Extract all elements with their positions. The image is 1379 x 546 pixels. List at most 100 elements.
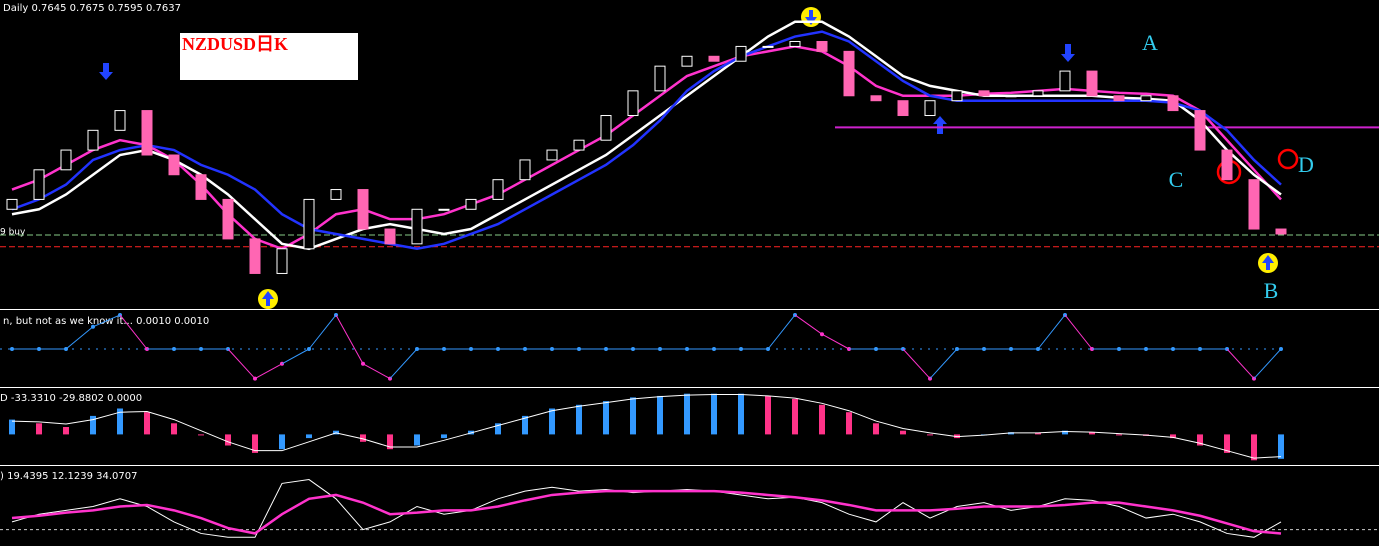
hist-bar (252, 434, 258, 453)
dot (1279, 347, 1283, 351)
hist-bar (225, 434, 231, 446)
candle (330, 189, 342, 200)
signal-arrow (805, 10, 817, 25)
ma-line (11, 30, 1282, 251)
hist-bar (360, 434, 366, 442)
step-segment (1253, 348, 1282, 379)
step-segment (335, 314, 364, 365)
candle (951, 90, 963, 102)
step-segment (254, 363, 283, 380)
candle (357, 189, 369, 230)
hist-bar (306, 434, 312, 439)
candle (789, 40, 801, 47)
hist-bar (927, 434, 933, 436)
step-segment (281, 348, 310, 365)
hist-bar (1278, 434, 1284, 459)
candle (492, 179, 504, 200)
hist-bar (792, 398, 798, 435)
step-segment (1226, 348, 1255, 379)
panel-label: D -33.3310 -29.8802 0.0000 (0, 393, 142, 404)
hist-bar (495, 423, 501, 435)
candle (168, 154, 180, 176)
candle (222, 198, 234, 240)
hist-bar (36, 423, 42, 435)
osc-line (11, 489, 1282, 535)
candle (1032, 90, 1044, 97)
hist-bar (576, 404, 582, 435)
hist-bar (522, 415, 528, 435)
hist-bar (90, 415, 96, 435)
candle (1086, 70, 1098, 97)
candle (114, 110, 126, 131)
hist-bar (549, 408, 555, 435)
candle (816, 40, 828, 52)
candle (762, 45, 774, 48)
candle (573, 139, 585, 151)
candle (1194, 110, 1206, 151)
candle (1113, 95, 1125, 102)
hist-bar (441, 434, 447, 439)
candle (600, 115, 612, 141)
candle (60, 149, 72, 171)
panel-label: ) 19.4395 12.1239 34.0707 (0, 471, 138, 482)
candle (6, 198, 18, 210)
signal-arrow (1262, 255, 1274, 270)
signal-line (11, 393, 1282, 459)
title-box (180, 33, 358, 80)
candle (1140, 95, 1152, 102)
step-segment (929, 348, 958, 379)
step-segment (119, 314, 148, 350)
candle (1059, 70, 1071, 92)
candle (87, 129, 99, 151)
hist-bar (819, 404, 825, 435)
hist-bar (1197, 434, 1203, 446)
candle (1221, 149, 1233, 181)
candle (384, 228, 396, 245)
step-segment (1037, 314, 1066, 350)
step-segment (902, 348, 931, 379)
hist-bar (846, 412, 852, 435)
step-segment (821, 333, 850, 350)
header: Daily 0.7645 0.7675 0.7595 0.7637 (3, 3, 181, 14)
hist-bar (198, 434, 204, 436)
marker-circle (1277, 148, 1299, 170)
hist-bar (387, 434, 393, 450)
candle (1248, 179, 1260, 230)
hist-bar (414, 434, 420, 446)
candle (708, 55, 720, 62)
hist-bar (171, 423, 177, 435)
candle (465, 198, 477, 210)
step-segment (65, 326, 94, 350)
step-segment (1064, 314, 1093, 350)
candle (843, 50, 855, 97)
candle (978, 90, 990, 97)
hist-bar (1089, 432, 1095, 435)
candle (276, 248, 288, 274)
level-label: 9 buy (0, 228, 26, 238)
candle (519, 159, 531, 181)
candle (627, 90, 639, 117)
annotation: B (1264, 278, 1279, 303)
candle (33, 169, 45, 200)
candle (654, 65, 666, 92)
hist-bar (1170, 434, 1176, 439)
hist-bar (9, 419, 15, 435)
candle (195, 174, 207, 200)
candle (1005, 95, 1017, 98)
step-segment (389, 348, 418, 379)
candle (1167, 95, 1179, 112)
hist-bar (1224, 434, 1230, 453)
hist-bar (765, 395, 771, 435)
candle (546, 149, 558, 161)
hist-bar (1251, 434, 1257, 461)
hist-bar (1116, 434, 1122, 436)
annotation: D (1298, 152, 1314, 177)
hist-bar (144, 412, 150, 435)
candle (1275, 228, 1287, 235)
hist-bar (657, 395, 663, 435)
hist-bar (1035, 432, 1041, 435)
hist-bar (117, 408, 123, 435)
hist-bar (738, 393, 744, 435)
